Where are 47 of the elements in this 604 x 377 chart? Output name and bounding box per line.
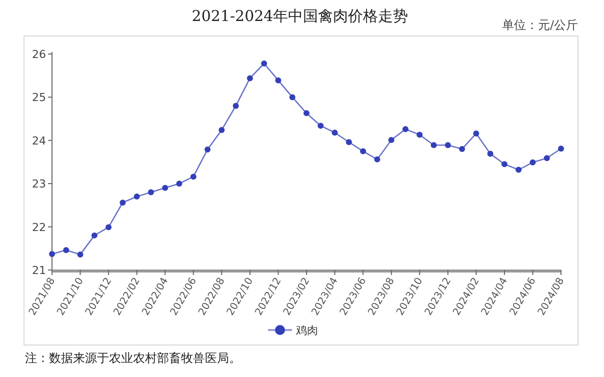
point bbox=[261, 60, 268, 67]
y-tick-label: 23 bbox=[32, 178, 46, 191]
point bbox=[162, 184, 168, 191]
point bbox=[402, 126, 408, 132]
point bbox=[134, 194, 140, 200]
point bbox=[346, 139, 352, 146]
point bbox=[232, 102, 239, 109]
point bbox=[388, 136, 394, 143]
point bbox=[530, 159, 536, 166]
text: 单位：元/公斤 bbox=[502, 18, 578, 32]
point bbox=[176, 180, 182, 187]
chart-title: 2021-2024年中国禽肉价格走势 bbox=[192, 7, 408, 25]
point bbox=[516, 166, 522, 173]
point bbox=[148, 189, 154, 196]
point bbox=[332, 130, 338, 136]
point bbox=[218, 127, 225, 134]
point bbox=[416, 132, 423, 138]
point bbox=[558, 146, 564, 152]
point bbox=[204, 146, 211, 152]
y-tick-label: 22 bbox=[32, 220, 46, 234]
point bbox=[49, 251, 55, 258]
text: 注：数据来源于农业农村部畜牧兽医局。 bbox=[25, 351, 241, 365]
point bbox=[120, 200, 126, 206]
point bbox=[487, 150, 494, 157]
y-tick-label: 26 bbox=[32, 48, 46, 61]
point bbox=[275, 77, 282, 84]
y-tick-label: 21 bbox=[32, 264, 46, 277]
point bbox=[63, 247, 70, 254]
point bbox=[289, 94, 296, 100]
point bbox=[501, 161, 508, 168]
point bbox=[304, 110, 310, 116]
point bbox=[374, 156, 380, 162]
point bbox=[473, 130, 480, 136]
point bbox=[360, 148, 366, 154]
point bbox=[459, 146, 466, 152]
point bbox=[77, 251, 84, 258]
y-tick-label: 25 bbox=[32, 91, 46, 104]
point bbox=[246, 75, 253, 82]
point bbox=[430, 142, 437, 148]
point bbox=[106, 224, 112, 230]
point bbox=[544, 155, 550, 162]
point bbox=[190, 174, 196, 180]
legend-label: 鸡肉 bbox=[295, 324, 318, 337]
point bbox=[91, 232, 98, 238]
point bbox=[444, 142, 451, 148]
point bbox=[318, 122, 324, 129]
y-tick-label: 24 bbox=[32, 134, 46, 148]
